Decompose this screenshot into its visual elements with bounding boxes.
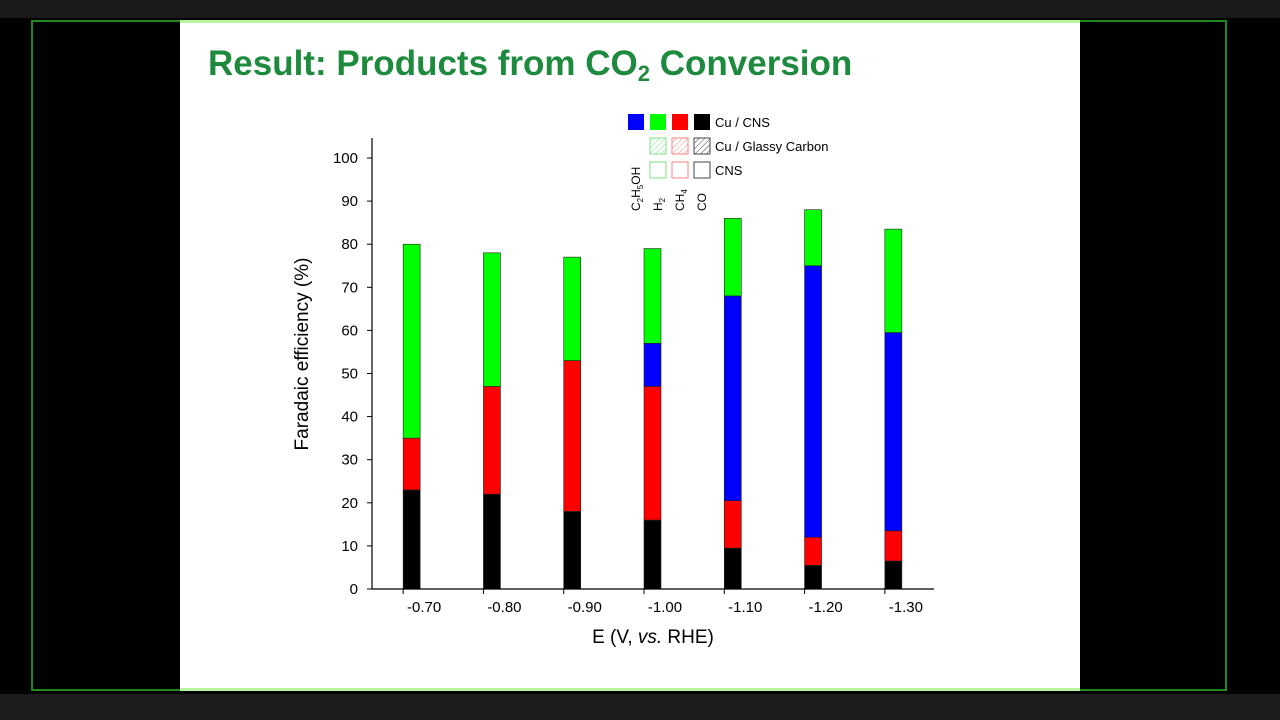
y-tick-label: 0 [350,581,358,598]
legend-cu-cns-co-swatch [694,114,710,130]
bar-segment-ch4 [483,386,501,495]
bar-segment-co [563,511,582,590]
legend-cu-cns-c2h5oh-swatch [628,114,644,130]
legend-row-cu-cns: Cu / CNS [715,115,770,130]
legend-cu-cns-h2-swatch [650,114,666,130]
legend-glassy-ch4-swatch [671,137,689,155]
y-tick-label: 20 [341,495,358,512]
legend: Cu / CNS Cu / Glassy Carbon CNS C2H5OH H… [628,114,828,211]
bar-segment-h2 [402,243,421,439]
y-tick-label: 90 [341,193,358,210]
slide [180,20,1080,691]
y-axis-label: Faradaic efficiency (%) [292,258,313,451]
y-tick-label: 100 [333,150,358,167]
title-suffix: Conversion [650,44,853,83]
bar-segment-ch4 [884,530,903,562]
x-tick-label: -1.20 [808,599,842,616]
legend-glassy-h2-swatch [649,137,667,155]
bar-segment-c2h5oh [884,332,903,532]
legend-cns-ch4-swatch [671,161,689,179]
bottom-bar [0,694,1280,720]
top-bar [0,0,1280,18]
bar-segment-c2h5oh [723,295,742,501]
legend-row-cns: CNS [715,163,743,178]
title-prefix: Result: Products from CO [208,44,638,83]
x-tick-label: -1.10 [728,599,762,616]
bar-segment-co [402,489,421,590]
x-tick-label: -0.70 [407,599,441,616]
y-tick-label: 40 [341,409,358,426]
bar-segment-ch4 [563,360,582,512]
x-tick-label: -1.00 [648,599,682,616]
bar-segment-h2 [723,218,742,297]
y-tick-label: 10 [341,538,358,555]
y-tick-label: 50 [341,366,358,383]
bar-segment-h2 [643,248,662,344]
legend-glassy-co-swatch [693,137,711,155]
x-tick-label: -0.90 [568,599,602,616]
bar-segment-co [643,519,662,590]
bar-segment-c2h5oh [804,265,822,538]
y-tick-label: 80 [341,236,358,253]
legend-col-ch4: CH4 [673,189,689,211]
bar-segment-co [884,560,903,590]
y-tick-label: 70 [341,279,358,296]
legend-col-c2h5oh: C2H5OH [629,167,645,211]
x-tick-label: -1.30 [889,599,923,616]
legend-row-glassy-carbon: Cu / Glassy Carbon [715,139,828,154]
bar-segment-h2 [884,228,903,333]
bar-segment-h2 [804,209,822,267]
legend-cu-cns-ch4-swatch [672,114,688,130]
bar-segment-co [804,564,822,590]
bar-segment-c2h5oh [643,343,662,387]
bar-segment-h2 [563,256,582,361]
slide-title: Result: Products from CO2 Conversion [208,44,852,87]
x-axis-label: E (V, vs. RHE) [592,627,714,648]
bar-segment-ch4 [804,536,822,566]
legend-col-co: CO [695,193,709,211]
bar-segment-h2 [483,252,501,387]
bar-segment-co [483,493,501,590]
legend-cns-h2-swatch [649,161,667,179]
bar-segment-ch4 [402,437,421,491]
bar-segment-ch4 [643,386,662,521]
x-tick-label: -0.80 [487,599,521,616]
y-tick-label: 30 [341,452,358,469]
bar-segment-co [723,547,742,590]
bar-segment-ch4 [723,500,742,549]
y-tick-label: 60 [341,322,358,339]
title-subscript: 2 [637,61,651,86]
legend-col-h2: H2 [651,197,667,211]
legend-cns-co-swatch [693,161,711,179]
